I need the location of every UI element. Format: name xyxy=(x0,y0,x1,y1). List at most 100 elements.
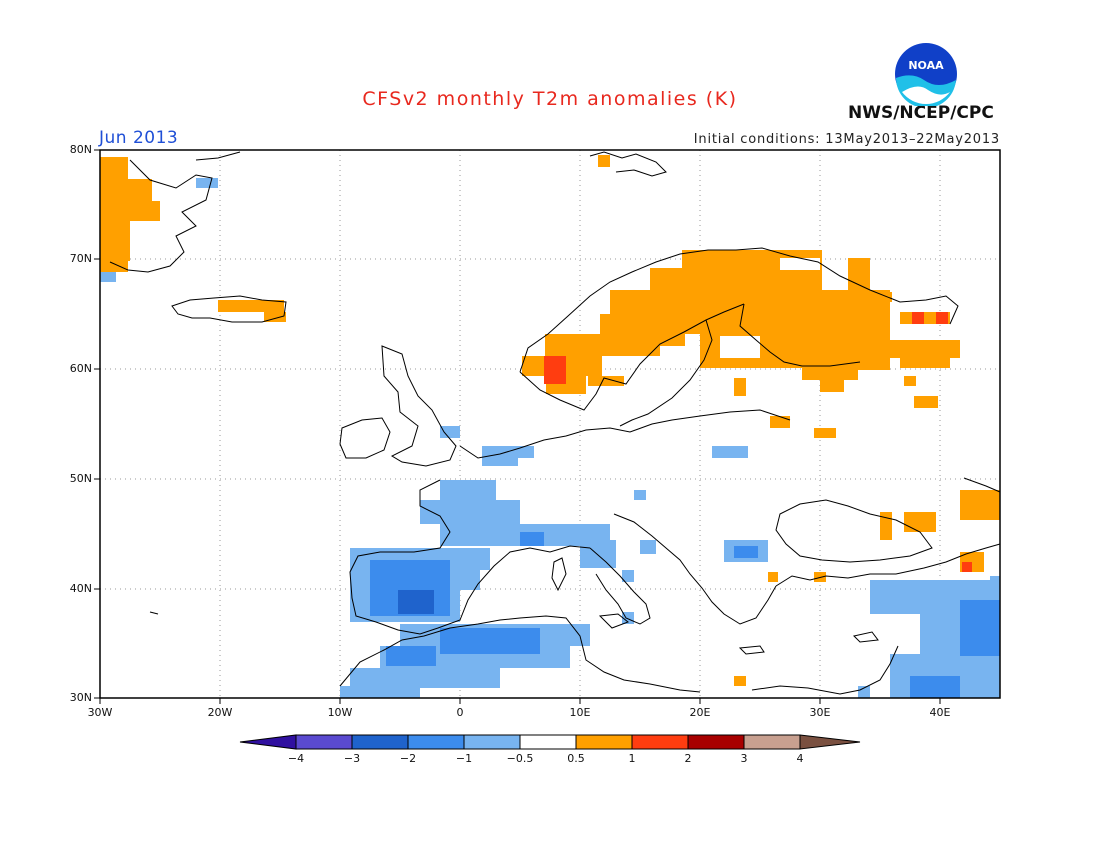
anomaly-cell xyxy=(598,155,610,167)
lon-label: 10E xyxy=(569,706,591,719)
anomaly-cell xyxy=(990,576,1000,588)
anomaly-cell xyxy=(880,512,892,540)
colorbar-label: 4 xyxy=(796,752,804,765)
colorbar-segment xyxy=(351,734,409,750)
lon-label: 30W xyxy=(87,706,113,719)
colorbar-segment xyxy=(239,734,297,750)
anomaly-cell xyxy=(820,290,890,370)
anomaly-cell xyxy=(440,628,540,654)
colorbar-label: −1 xyxy=(455,752,473,765)
noaa-logo-text: NOAA xyxy=(908,59,944,72)
colorbar-label: 3 xyxy=(740,752,748,765)
anomaly-cell xyxy=(734,546,758,558)
anomaly-cell xyxy=(440,480,496,500)
anomaly-cell xyxy=(880,340,960,358)
lon-label: 20E xyxy=(689,706,711,719)
anomaly-cell xyxy=(734,378,746,396)
anomaly-cell xyxy=(100,179,152,201)
colorbar-label: −3 xyxy=(343,752,361,765)
anomaly-cell xyxy=(218,300,284,312)
anomaly-cell xyxy=(550,648,566,664)
anomaly-cell xyxy=(802,368,858,380)
anomaly-cell xyxy=(910,676,960,698)
anomaly-cell xyxy=(780,258,820,270)
anomaly-cell xyxy=(544,356,566,384)
lon-label: 40E xyxy=(929,706,951,719)
colorbar-label: −2 xyxy=(399,752,417,765)
anomaly-cell xyxy=(622,612,634,624)
agency-label: NWS/NCEP/CPC xyxy=(848,103,994,123)
colorbar xyxy=(239,734,861,750)
coastlines xyxy=(109,151,1001,695)
anomaly-cell xyxy=(904,376,916,386)
lon-label: 0 xyxy=(456,706,464,719)
anomaly-cell xyxy=(588,376,624,386)
noaa-logo-icon: NOAA xyxy=(895,43,957,106)
anomaly-cell xyxy=(900,358,950,368)
lat-label: 50N xyxy=(69,472,92,485)
lon-label: 30E xyxy=(809,706,831,719)
anomaly-cell xyxy=(640,540,656,554)
anomaly-cell xyxy=(936,312,948,324)
anomaly-cell xyxy=(870,292,892,302)
colorbar-segment xyxy=(743,734,801,750)
lat-label: 60N xyxy=(69,362,92,375)
anomaly-cell xyxy=(768,572,778,582)
colorbar-label: 0.5 xyxy=(567,752,585,765)
anomaly-cell xyxy=(820,380,844,392)
anomaly-cell xyxy=(398,590,434,614)
map-grid xyxy=(100,150,1000,698)
map-frame xyxy=(99,149,1001,699)
lat-label: 30N xyxy=(69,691,92,704)
anomaly-cell xyxy=(634,490,646,500)
anomaly-cell xyxy=(460,560,480,590)
anomaly-cell xyxy=(622,570,634,582)
anomaly-cell xyxy=(386,646,436,666)
lat-label: 70N xyxy=(69,252,92,265)
lon-label: 10W xyxy=(327,706,353,719)
anomaly-cell xyxy=(660,346,700,368)
colorbar-segment xyxy=(631,734,689,750)
anomaly-cell xyxy=(440,426,460,438)
anomaly-cell xyxy=(960,490,1000,520)
anomaly-cell xyxy=(100,221,130,261)
colorbar-label: −0.5 xyxy=(506,752,534,765)
anomaly-cell xyxy=(514,446,534,458)
lat-label: 80N xyxy=(69,143,92,156)
lon-label: 20W xyxy=(207,706,233,719)
lat-label: 40N xyxy=(69,582,92,595)
anomaly-cell xyxy=(545,334,685,356)
anomaly-cell xyxy=(350,668,500,688)
colorbar-label: −4 xyxy=(287,752,305,765)
colorbar-segment xyxy=(799,734,861,750)
anomaly-cell xyxy=(814,428,836,438)
anomaly-cell xyxy=(712,446,748,458)
anomaly-cell xyxy=(770,416,790,428)
colorbar-label: 2 xyxy=(684,752,692,765)
anomaly-cell xyxy=(600,314,700,334)
anomaly-cell xyxy=(720,336,760,358)
anomaly-cell xyxy=(196,178,218,188)
colorbar-segment xyxy=(463,734,521,750)
anomaly-cell xyxy=(960,600,1000,656)
anomaly-cell xyxy=(420,500,520,524)
anomaly-cell xyxy=(912,312,924,324)
colorbar-segment xyxy=(407,734,465,750)
colorbar-segment xyxy=(575,734,633,750)
chart-title: CFSv2 monthly T2m anomalies (K) xyxy=(362,88,738,110)
anomaly-cell xyxy=(100,272,116,282)
initial-conditions: Initial conditions: 13May2013–22May2013 xyxy=(693,132,1000,147)
colorbar-segment xyxy=(295,734,353,750)
anomaly-cell xyxy=(650,268,822,290)
anomaly-cell xyxy=(914,396,938,408)
anomaly-cell xyxy=(904,512,936,532)
anomaly-cell xyxy=(100,157,128,179)
anomaly-cell xyxy=(520,532,544,546)
colorbar-segment xyxy=(519,734,577,750)
anomaly-cell xyxy=(962,562,972,572)
forecast-month: Jun 2013 xyxy=(99,128,179,148)
anomaly-cell xyxy=(580,540,616,568)
anomaly-cell xyxy=(340,686,420,698)
anomaly-cell xyxy=(100,201,160,221)
